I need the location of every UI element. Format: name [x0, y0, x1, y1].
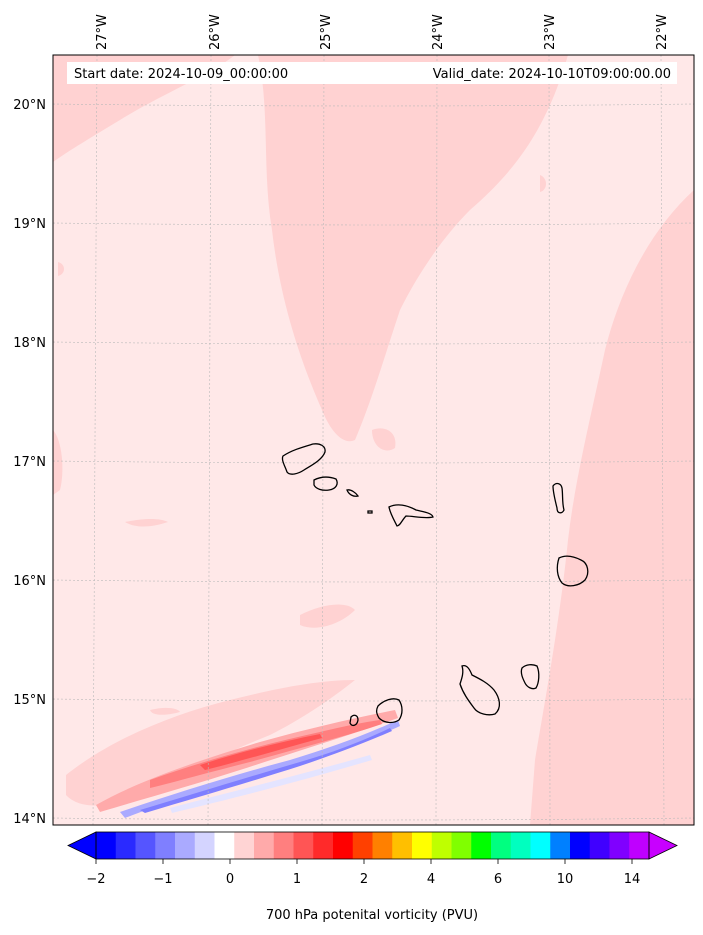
colorbar-extend-low	[67, 831, 97, 860]
colorbar-cell	[352, 832, 373, 859]
colorbar-cell	[629, 832, 650, 859]
island-boa-vista	[556, 555, 589, 587]
colorbar-cell	[96, 832, 117, 859]
island-santo-antao	[281, 443, 326, 475]
colorbar-cell	[254, 832, 275, 859]
island-sao-nicolau	[388, 504, 434, 527]
lat-label: 17°N	[13, 455, 46, 470]
lon-label: 23°W	[543, 14, 558, 50]
map-panel: Start date: 2024-10-09_00:00:00 Valid_da…	[53, 55, 694, 825]
colorbar-tick-label: 10	[557, 872, 574, 887]
colorbar-tick-label: −1	[153, 872, 172, 887]
colorbar-cell	[589, 832, 610, 859]
island-maio	[520, 664, 540, 690]
colorbar-cell	[135, 832, 156, 859]
colorbar-cell	[451, 832, 472, 859]
valid-date-text: Valid_date: 2024-10-10T09:00:00.00	[433, 67, 671, 82]
lon-label: 25°W	[319, 14, 334, 50]
colorbar-cell	[155, 832, 176, 859]
island-santa-luzia	[346, 489, 360, 497]
lat-label: 19°N	[13, 217, 46, 232]
colorbar-cell	[313, 832, 334, 859]
lat-label: 15°N	[13, 693, 46, 708]
colorbar-extend-high	[648, 831, 678, 860]
colorbar-cell	[293, 832, 314, 859]
island-fogo	[375, 698, 403, 724]
lat-label: 16°N	[13, 574, 46, 589]
colorbar-cell	[530, 832, 551, 859]
island-santiago	[459, 664, 501, 716]
colorbar-ticks	[95, 859, 633, 864]
lat-label: 18°N	[13, 336, 46, 351]
coastlines	[281, 443, 589, 727]
map-frame	[52, 54, 695, 826]
colorbar-tick-label: 2	[360, 872, 368, 887]
colorbar-tick-label: −2	[86, 872, 105, 887]
colorbar-cell	[115, 832, 136, 859]
colorbar-tick-label: 0	[226, 872, 234, 887]
colorbar-tick-label: 1	[293, 872, 301, 887]
lon-label: 24°W	[431, 14, 446, 50]
colorbar-cell	[609, 832, 630, 859]
island-sal	[552, 482, 565, 514]
start-date-text: Start date: 2024-10-09_00:00:00	[74, 67, 288, 82]
colorbar-cell	[194, 832, 215, 859]
island-sao-vicente	[313, 476, 338, 491]
island-brava	[349, 714, 359, 727]
colorbar-cell	[550, 832, 571, 859]
colorbar-tick-label: 6	[494, 872, 502, 887]
colorbar-cells	[96, 832, 650, 859]
island-raso	[367, 510, 373, 514]
colorbar-cell	[234, 832, 255, 859]
colorbar-cell	[372, 832, 393, 859]
lon-label: 22°W	[655, 14, 670, 50]
colorbar-label: 700 hPa potenital vorticity (PVU)	[266, 908, 478, 923]
colorbar-tick-label: 14	[624, 872, 641, 887]
colorbar-cell	[510, 832, 531, 859]
colorbar-cell	[273, 832, 294, 859]
colorbar-cell	[214, 832, 235, 859]
colorbar-cell	[471, 832, 492, 859]
pv-filament	[96, 710, 400, 818]
lon-label: 26°W	[208, 14, 223, 50]
lon-label: 27°W	[95, 14, 110, 50]
info-box	[67, 62, 677, 84]
longitude-labels: 27°W 26°W 25°W 24°W 23°W 22°W	[95, 14, 670, 50]
colorbar: −2 −1 0 1 2 4 6 10 14 8 12 700 hPa poten…	[67, 831, 678, 923]
colorbar-cell	[333, 832, 354, 859]
colorbar-cell	[491, 832, 512, 859]
colorbar-cell	[392, 832, 413, 859]
colorbar-cell	[570, 832, 591, 859]
colorbar-cell	[175, 832, 196, 859]
pv-contours	[53, 55, 694, 825]
colorbar-frame	[95, 831, 650, 860]
lat-label: 20°N	[13, 98, 46, 113]
gridlines	[53, 55, 694, 825]
colorbar-cell	[431, 832, 452, 859]
latitude-labels: 20°N 19°N 18°N 17°N 16°N 15°N 14°N	[13, 98, 46, 827]
colorbar-tick-label: 4	[427, 872, 435, 887]
colorbar-cell	[412, 832, 433, 859]
lat-label: 14°N	[13, 812, 46, 827]
